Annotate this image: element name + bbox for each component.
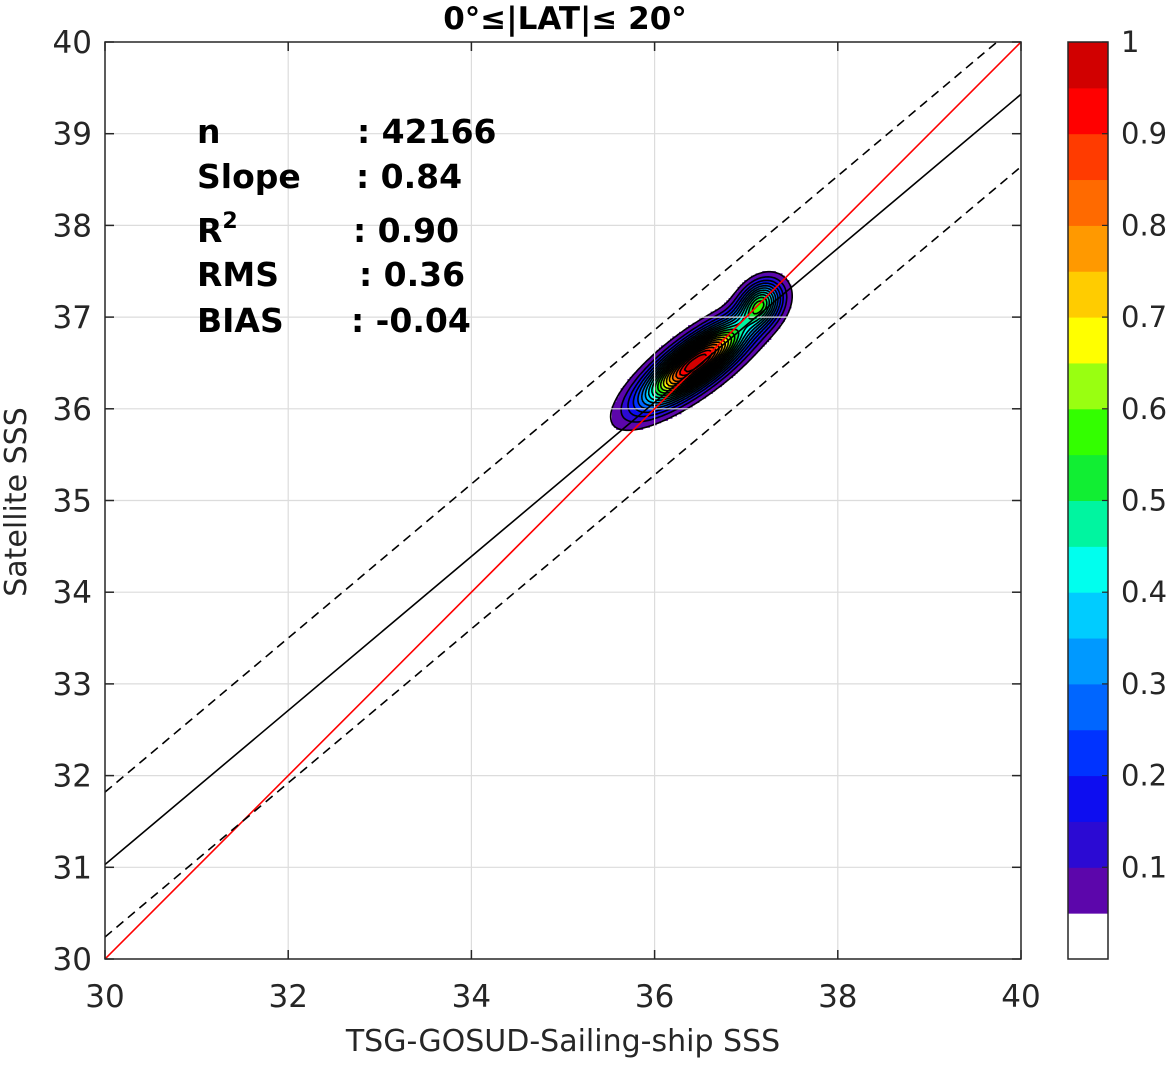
y-tick-label: 35 [53, 484, 92, 520]
colorbar-swatch [1068, 913, 1108, 960]
colorbar-swatch [1068, 454, 1108, 501]
colorbar-tick-label: 0.2 [1121, 759, 1167, 793]
colorbar-tick-label: 0.5 [1121, 484, 1167, 518]
colorbar-swatch [1068, 362, 1108, 410]
density-contours [609, 270, 793, 432]
colorbar: 0.1 0.2 0.3 0.4 0.5 0.6 0.7 0.8 0.9 1 [1067, 25, 1167, 960]
x-tick-label: 36 [635, 979, 674, 1015]
colorbar-tick-label: 0.3 [1121, 667, 1167, 701]
stats-annotation: n : 42166 Slope : 0.84 R2 : 0.90 RMS : 0.36 BIAS… [197, 112, 497, 340]
colorbar-swatch [1068, 42, 1108, 89]
stat-value: : 0.90 [353, 211, 459, 250]
density-band [683, 354, 707, 372]
x-tick-label: 40 [1001, 979, 1040, 1015]
colorbar-swatch [1068, 317, 1108, 364]
y-tick-label: 37 [53, 300, 92, 336]
stat-label: R2 [197, 209, 238, 250]
colorbar-tick-label: 1 [1121, 25, 1139, 59]
contour-line [668, 341, 723, 385]
colorbar-tick-label: 0.4 [1121, 575, 1167, 609]
y-tick-label: 33 [53, 667, 92, 703]
stat-label: BIAS [197, 301, 284, 340]
colorbar-tick-label: 0.9 [1121, 117, 1167, 151]
y-tick-label: 34 [53, 575, 92, 611]
colorbar-tick-label: 0.8 [1121, 208, 1167, 242]
y-tick-label: 39 [53, 117, 92, 153]
colorbar-swatch [1068, 821, 1108, 868]
contour-line [679, 349, 713, 377]
stat-label: Slope [197, 157, 301, 196]
stat-value: : 0.36 [359, 255, 465, 294]
contour-line [671, 343, 720, 383]
stat-label: n [197, 112, 221, 151]
chart-title: 0°≤|LAT|≤ 20° [443, 1, 687, 37]
colorbar-swatch [1068, 500, 1108, 547]
reference-lines [105, 42, 1021, 959]
contour-line [620, 276, 788, 423]
colorbar-tick-label: 0.1 [1121, 850, 1167, 884]
colorbar-swatch [1068, 729, 1108, 777]
colorbar-swatch [1068, 133, 1108, 181]
colorbar-swatch [1068, 638, 1108, 685]
y-tick-label: 30 [53, 942, 92, 978]
y-tick-label: 38 [53, 208, 92, 244]
x-tick-label: 30 [85, 979, 124, 1015]
y-tick-label: 31 [53, 850, 92, 886]
x-tick-label: 38 [818, 979, 857, 1015]
one-to-one-line [105, 42, 1021, 959]
upper-bound-line [105, 42, 999, 793]
regression-fit-line [105, 93, 1021, 866]
lower-bound-line [105, 166, 1021, 938]
axis-ticks: 30 32 34 36 38 40 30 31 32 33 34 35 36 37 38 39 40 [53, 25, 1041, 1015]
x-axis-title: TSG-GOSUD-Sailing-ship SSS [345, 1024, 780, 1059]
colorbar-swatch [1068, 87, 1108, 135]
contour-line [659, 334, 733, 392]
y-tick-label: 40 [53, 25, 92, 61]
x-tick-label: 32 [268, 979, 307, 1015]
stat-label: RMS [197, 255, 279, 294]
colorbar-swatch [1068, 271, 1108, 318]
contour-line [654, 296, 768, 397]
colorbar-swatch [1068, 775, 1108, 822]
colorbar-tick-label: 0.6 [1121, 392, 1167, 426]
contour-line [665, 338, 727, 387]
colorbar-swatch [1068, 408, 1108, 456]
colorbar-swatch [1068, 546, 1108, 593]
stat-value: : -0.04 [351, 301, 471, 340]
y-tick-label: 36 [53, 392, 92, 428]
stat-value: : 0.84 [356, 157, 462, 196]
y-tick-label: 32 [53, 759, 92, 795]
contour-line [609, 270, 793, 432]
colorbar-swatch [1068, 867, 1108, 914]
colorbar-tick-label: 0.7 [1121, 300, 1167, 334]
colorbar-swatch [1068, 592, 1108, 639]
colorbar-swatch [1068, 683, 1108, 731]
y-axis-title: Satellite SSS [0, 407, 34, 597]
stat-value: : 42166 [357, 112, 497, 151]
colorbar-swatch [1068, 179, 1108, 226]
colorbar-swatch [1068, 225, 1108, 272]
x-tick-label: 34 [452, 979, 491, 1015]
